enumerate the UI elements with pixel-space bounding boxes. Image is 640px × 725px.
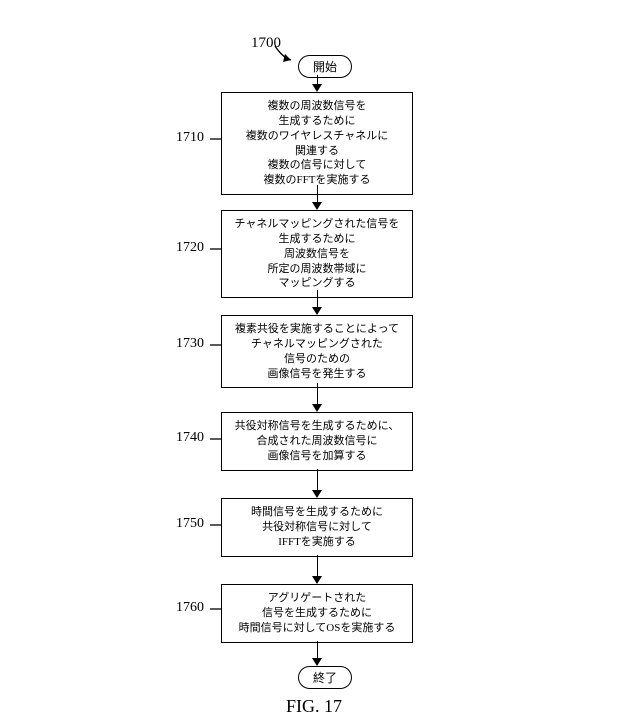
step-text: IFFTを実施する	[232, 535, 402, 550]
step-box-1760: アグリゲートされた 信号を生成するために 時間信号に対してOSを実施する	[221, 584, 413, 643]
step-text: 生成するために	[232, 114, 402, 129]
arrow-head-icon	[312, 490, 322, 498]
step-text: アグリゲートされた	[232, 591, 402, 606]
step-label-1710: 1710	[176, 130, 204, 146]
step-text: マッピングする	[232, 276, 402, 291]
step-box-1740: 共役対称信号を生成するために、 合成された周波数信号に 画像信号を加算する	[221, 412, 413, 471]
connector-tick-icon	[210, 135, 224, 143]
step-text: 生成するために	[232, 232, 402, 247]
step-text: 共役対称信号に対して	[232, 520, 402, 535]
step-text: 時間信号に対してOSを実施する	[232, 621, 402, 636]
flowchart-canvas: 1700 開始 複数の周波数信号を 生成するために 複数のワイヤレスチャネルに …	[0, 0, 640, 725]
arrow-head-icon	[312, 202, 322, 210]
arrow-head-icon	[312, 307, 322, 315]
arrow-head-icon	[312, 576, 322, 584]
connector-tick-icon	[210, 245, 224, 253]
step-text: 複数の信号に対して	[232, 158, 402, 173]
arrow-line	[317, 641, 318, 659]
arrow-line	[317, 469, 318, 491]
end-terminator: 終了	[298, 666, 352, 689]
step-box-1710: 複数の周波数信号を 生成するために 複数のワイヤレスチャネルに 関連する 複数の…	[221, 92, 413, 195]
connector-tick-icon	[210, 435, 224, 443]
connector-tick-icon	[210, 341, 224, 349]
step-label-1730: 1730	[176, 336, 204, 352]
step-text: 複数の周波数信号を	[232, 99, 402, 114]
arrow-head-icon	[312, 404, 322, 412]
arrow-line	[317, 185, 318, 203]
step-text: 信号を生成するために	[232, 606, 402, 621]
step-text: 関連する	[232, 144, 402, 159]
figure-caption: FIG. 17	[286, 696, 342, 717]
step-label-1720: 1720	[176, 240, 204, 256]
step-text: 画像信号を発生する	[232, 367, 402, 382]
step-text: 複素共役を実施することによって	[232, 322, 402, 337]
step-text: 合成された周波数信号に	[232, 434, 402, 449]
step-text: チャネルマッピングされた	[232, 337, 402, 352]
step-text: 画像信号を加算する	[232, 449, 402, 464]
connector-tick-icon	[210, 521, 224, 529]
step-label-1740: 1740	[176, 430, 204, 446]
arrow-head-icon	[312, 84, 322, 92]
arrow-line	[317, 290, 318, 308]
step-box-1720: チャネルマッピングされた信号を 生成するために 周波数信号を 所定の周波数帯域に…	[221, 210, 413, 298]
arrow-line	[317, 555, 318, 577]
step-text: 複数のワイヤレスチャネルに	[232, 129, 402, 144]
step-text: 所定の周波数帯域に	[232, 262, 402, 277]
start-terminator: 開始	[298, 55, 352, 78]
step-text: 周波数信号を	[232, 247, 402, 262]
step-box-1750: 時間信号を生成するために 共役対称信号に対して IFFTを実施する	[221, 498, 413, 557]
arrow-line	[317, 383, 318, 405]
step-label-1750: 1750	[176, 516, 204, 532]
arrow-head-icon	[312, 658, 322, 666]
step-text: 信号のための	[232, 352, 402, 367]
pointer-arrow-icon	[273, 44, 299, 66]
step-text: 時間信号を生成するために	[232, 505, 402, 520]
step-box-1730: 複素共役を実施することによって チャネルマッピングされた 信号のための 画像信号…	[221, 315, 413, 388]
step-label-1760: 1760	[176, 600, 204, 616]
step-text: チャネルマッピングされた信号を	[232, 217, 402, 232]
step-text: 共役対称信号を生成するために、	[232, 419, 402, 434]
connector-tick-icon	[210, 605, 224, 613]
